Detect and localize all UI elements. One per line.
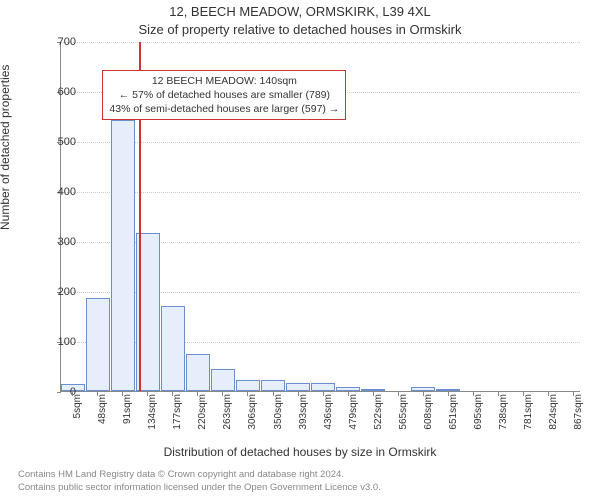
x-tick-label: 350sqm xyxy=(273,394,284,434)
x-tick-label: 738sqm xyxy=(498,394,509,434)
footer-attribution: Contains HM Land Registry data © Crown c… xyxy=(18,469,381,494)
x-tick-label: 824sqm xyxy=(548,394,559,434)
histogram-bar xyxy=(111,120,135,392)
y-tick-label: 400 xyxy=(40,186,76,198)
annotation-line: ← 57% of detached houses are smaller (78… xyxy=(109,88,339,102)
histogram-bar xyxy=(286,383,310,391)
x-tick-label: 220sqm xyxy=(197,394,208,434)
footer-line-1: Contains HM Land Registry data © Crown c… xyxy=(18,469,381,481)
x-tick-label: 651sqm xyxy=(448,394,459,434)
histogram-bar xyxy=(211,369,235,391)
x-tick-label: 695sqm xyxy=(473,394,484,434)
x-tick-label: 134sqm xyxy=(147,394,158,434)
histogram-bar xyxy=(361,389,385,391)
histogram-bar xyxy=(161,306,185,391)
x-tick-label: 479sqm xyxy=(348,394,359,434)
chart-container: 12, BEECH MEADOW, ORMSKIRK, L39 4XL Size… xyxy=(0,0,600,500)
histogram-bar xyxy=(411,387,435,391)
y-tick-label: 100 xyxy=(40,336,76,348)
histogram-bar xyxy=(336,387,360,391)
y-tick-label: 700 xyxy=(40,36,76,48)
x-axis-label: Distribution of detached houses by size … xyxy=(0,445,600,459)
x-tick-label: 177sqm xyxy=(172,394,183,434)
x-tick-label: 436sqm xyxy=(323,394,334,434)
annotation-line: 12 BEECH MEADOW: 140sqm xyxy=(109,74,339,88)
histogram-bar xyxy=(261,380,285,391)
histogram-bar xyxy=(236,380,260,391)
histogram-bar xyxy=(436,389,460,391)
annotation-line: 43% of semi-detached houses are larger (… xyxy=(109,102,339,116)
x-tick-label: 48sqm xyxy=(97,394,108,434)
x-tick-label: 522sqm xyxy=(373,394,384,434)
x-tick-label: 263sqm xyxy=(222,394,233,434)
chart-title-main: 12, BEECH MEADOW, ORMSKIRK, L39 4XL xyxy=(0,4,600,19)
histogram-bar xyxy=(86,298,110,391)
y-tick-label: 0 xyxy=(40,386,76,398)
histogram-bar xyxy=(311,383,335,391)
x-tick-label: 565sqm xyxy=(398,394,409,434)
x-tick-label: 781sqm xyxy=(523,394,534,434)
histogram-bar xyxy=(186,354,210,392)
y-axis-label: Number of detached properties xyxy=(0,65,12,230)
x-tick-label: 91sqm xyxy=(122,394,133,434)
y-tick-label: 300 xyxy=(40,236,76,248)
y-tick-label: 600 xyxy=(40,86,76,98)
x-tick-label: 867sqm xyxy=(573,394,584,434)
x-tick-label: 306sqm xyxy=(247,394,258,434)
annotation-box: 12 BEECH MEADOW: 140sqm← 57% of detached… xyxy=(102,70,346,121)
x-tick-label: 5sqm xyxy=(72,394,83,434)
x-tick-label: 393sqm xyxy=(298,394,309,434)
chart-title-sub: Size of property relative to detached ho… xyxy=(0,22,600,37)
footer-line-2: Contains public sector information licen… xyxy=(18,482,381,494)
x-tick-label: 608sqm xyxy=(423,394,434,434)
plot-area: 12 BEECH MEADOW: 140sqm← 57% of detached… xyxy=(60,42,580,392)
y-tick-label: 200 xyxy=(40,286,76,298)
y-tick-label: 500 xyxy=(40,136,76,148)
